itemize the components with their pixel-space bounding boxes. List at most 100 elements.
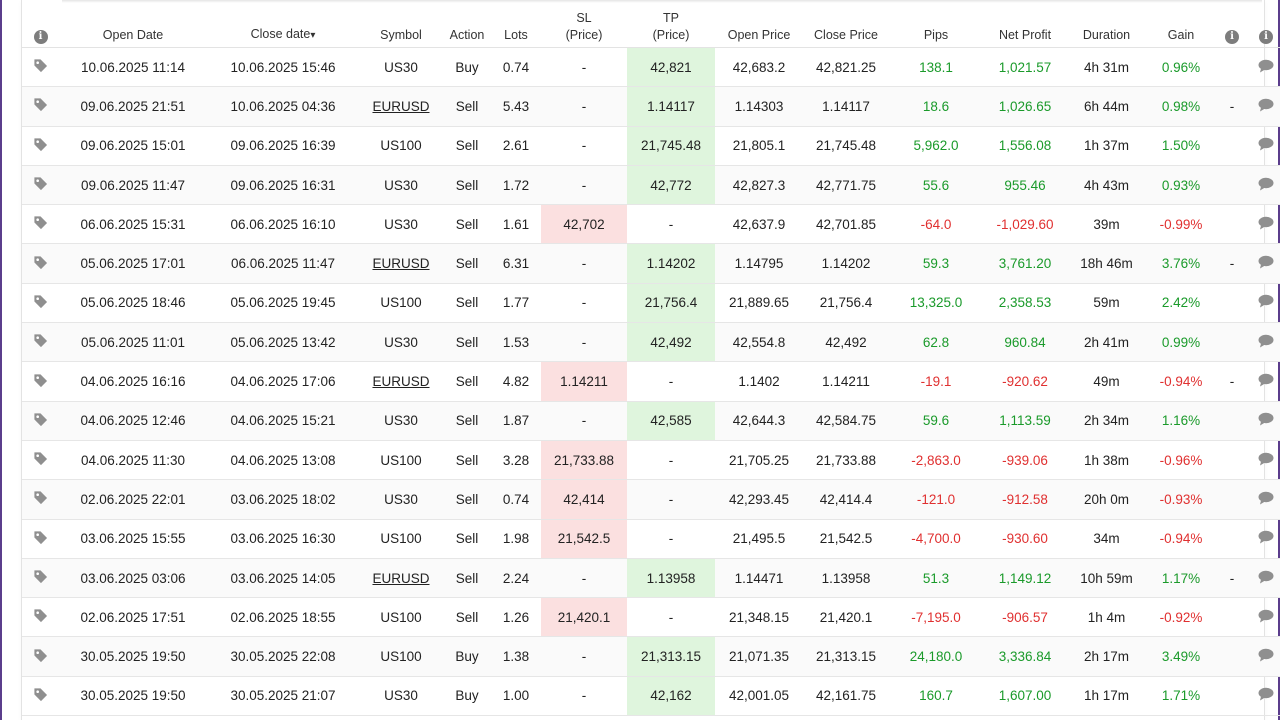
close-price-header[interactable]: Close Price (803, 0, 889, 48)
tag-icon[interactable] (33, 59, 48, 76)
table-row[interactable]: 09.06.2025 11:47 09.06.2025 16:31 US30 Sell… (22, 165, 1280, 206)
table-row[interactable]: 04.06.2025 16:16 04.06.2025 17:06 EURUSD Se… (22, 361, 1280, 402)
table-row[interactable]: 05.06.2025 17:01 06.06.2025 11:47 EURUSD Se… (22, 243, 1280, 284)
tag-cell[interactable] (22, 479, 59, 520)
tag-cell[interactable] (22, 519, 59, 559)
close-date-header[interactable]: Close date▾ (207, 0, 359, 48)
tag-cell[interactable] (22, 322, 59, 363)
tag-icon[interactable] (33, 609, 48, 626)
tag-cell[interactable] (22, 597, 59, 638)
comment-icon[interactable] (1258, 255, 1274, 272)
comment-icon[interactable] (1258, 373, 1274, 390)
symbol-cell[interactable]: EURUSD (359, 243, 443, 284)
comment-cell[interactable] (1248, 519, 1280, 559)
tag-icon[interactable] (33, 216, 48, 233)
comment-cell[interactable] (1248, 243, 1280, 284)
tag-cell[interactable] (22, 401, 59, 441)
tag-cell[interactable] (22, 165, 59, 206)
tag-icon[interactable] (33, 98, 48, 115)
table-row[interactable]: 03.06.2025 15:55 03.06.2025 16:30 US100 Sel… (22, 519, 1280, 559)
tag-icon[interactable] (33, 688, 48, 705)
comment-cell[interactable] (1248, 126, 1280, 166)
comment-icon[interactable] (1258, 688, 1274, 704)
comment-icon[interactable] (1258, 334, 1274, 351)
tag-cell[interactable] (22, 243, 59, 284)
table-row[interactable]: 02.06.2025 22:01 03.06.2025 18:02 US30 Sell… (22, 479, 1280, 520)
tag-cell[interactable] (22, 204, 59, 245)
symbol-header[interactable]: Symbol (359, 0, 443, 48)
comment-icon[interactable] (1258, 609, 1274, 626)
comment-cell[interactable] (1248, 401, 1280, 441)
comment-cell[interactable] (1248, 47, 1280, 88)
table-row[interactable]: 30.05.2025 19:50 30.05.2025 21:07 US30 Buy 1… (22, 676, 1280, 717)
comment-cell[interactable] (1248, 86, 1280, 127)
open-price-header[interactable]: Open Price (715, 0, 803, 48)
comment-cell[interactable] (1248, 361, 1280, 402)
info-icon[interactable]: i (33, 30, 48, 44)
comment-icon[interactable] (1258, 648, 1274, 665)
comment-info-header[interactable]: i (1248, 0, 1280, 48)
table-row[interactable]: 30.05.2025 19:50 30.05.2025 22:08 US100 Buy… (22, 636, 1280, 677)
extra-info-header[interactable]: i (1216, 0, 1248, 48)
tag-cell[interactable] (22, 558, 59, 599)
comment-cell[interactable] (1248, 558, 1280, 599)
tag-cell[interactable] (22, 361, 59, 402)
comment-icon[interactable] (1258, 216, 1274, 233)
comment-cell[interactable] (1248, 204, 1280, 245)
comment-cell[interactable] (1248, 676, 1280, 717)
tag-icon[interactable] (33, 138, 48, 155)
sort-desc-icon[interactable]: ▾ (310, 30, 316, 41)
tag-icon[interactable] (33, 491, 48, 508)
tag-cell[interactable] (22, 440, 59, 481)
tag-icon[interactable] (33, 413, 48, 430)
tp-header[interactable]: TP (Price) (627, 0, 715, 48)
comment-icon[interactable] (1258, 295, 1274, 311)
table-row[interactable]: 09.06.2025 21:51 10.06.2025 04:36 EURUSD Se… (22, 86, 1280, 127)
comment-icon[interactable] (1258, 452, 1274, 469)
table-row[interactable]: 04.06.2025 11:30 04.06.2025 13:08 US100 Sel… (22, 440, 1280, 481)
comment-icon[interactable] (1258, 570, 1274, 587)
info-icon[interactable]: i (1259, 30, 1273, 44)
tag-cell[interactable] (22, 283, 59, 324)
table-row[interactable]: 09.06.2025 15:01 09.06.2025 16:39 US100 Sel… (22, 126, 1280, 166)
tag-cell[interactable] (22, 47, 59, 88)
open-date-header[interactable]: Open Date (59, 0, 207, 48)
table-row[interactable]: 10.06.2025 11:14 10.06.2025 15:46 US30 Buy 0… (22, 47, 1280, 88)
comment-cell[interactable] (1248, 597, 1280, 638)
table-row[interactable]: 03.06.2025 03:06 03.06.2025 14:05 EURUSD Se… (22, 558, 1280, 599)
tag-cell[interactable] (22, 636, 59, 677)
action-header[interactable]: Action (443, 0, 491, 48)
tag-icon[interactable] (33, 649, 48, 666)
table-row[interactable]: 02.06.2025 17:51 02.06.2025 18:55 US100 Sel… (22, 597, 1280, 638)
comment-icon[interactable] (1258, 59, 1274, 76)
tag-cell[interactable] (22, 86, 59, 127)
tag-cell[interactable] (22, 676, 59, 717)
table-row[interactable]: 06.06.2025 15:31 06.06.2025 16:10 US30 Sell… (22, 204, 1280, 245)
symbol-link[interactable]: EURUSD (372, 98, 430, 114)
comment-cell[interactable] (1248, 479, 1280, 520)
symbol-link[interactable]: EURUSD (372, 374, 430, 390)
tag-cell[interactable] (22, 126, 59, 166)
tag-icon[interactable] (33, 570, 48, 587)
table-row[interactable]: 04.06.2025 12:46 04.06.2025 15:21 US30 Sell… (22, 401, 1280, 441)
comment-cell[interactable] (1248, 636, 1280, 677)
comment-cell[interactable] (1248, 283, 1280, 324)
tag-icon[interactable] (33, 452, 48, 469)
gain-header[interactable]: Gain (1146, 0, 1216, 48)
symbol-cell[interactable]: EURUSD (359, 86, 443, 127)
pips-header[interactable]: Pips (889, 0, 983, 48)
comment-cell[interactable] (1248, 165, 1280, 206)
tag-icon[interactable] (33, 177, 48, 194)
comment-icon[interactable] (1258, 177, 1274, 194)
symbol-link[interactable]: EURUSD (372, 256, 430, 272)
comment-icon[interactable] (1258, 491, 1274, 508)
comment-icon[interactable] (1258, 531, 1274, 547)
comment-icon[interactable] (1258, 413, 1274, 429)
comment-icon[interactable] (1258, 138, 1274, 154)
comment-icon[interactable] (1258, 98, 1274, 115)
table-row[interactable]: 05.06.2025 11:01 05.06.2025 13:42 US30 Sell… (22, 322, 1280, 363)
table-row[interactable]: 05.06.2025 18:46 05.06.2025 19:45 US100 Sel… (22, 283, 1280, 324)
duration-header[interactable]: Duration (1067, 0, 1146, 48)
comment-cell[interactable] (1248, 440, 1280, 481)
info-column-header[interactable]: i (22, 0, 59, 48)
